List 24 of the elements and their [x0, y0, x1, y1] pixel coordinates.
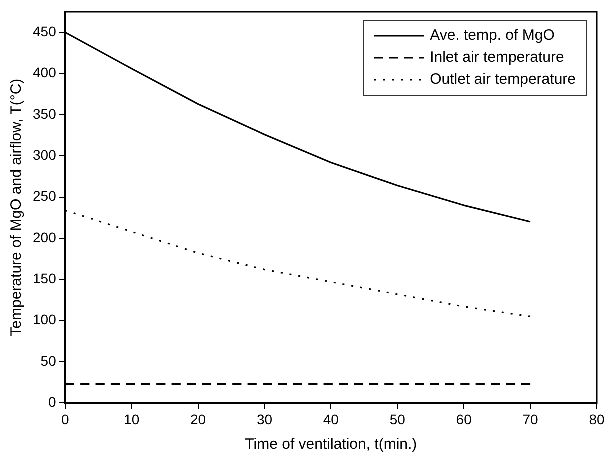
y-tick-label: 450 — [33, 23, 57, 40]
x-tick-label: 30 — [256, 411, 273, 428]
legend-label: Inlet air temperature — [430, 48, 564, 68]
x-tick-label: 60 — [456, 411, 472, 428]
y-tick-label: 100 — [33, 312, 57, 328]
legend-label: Outlet air temperature — [430, 70, 576, 90]
y-axis-title: Temperature of MgO and airflow, T(°C) — [8, 78, 26, 336]
y-tick-label: 50 — [40, 352, 57, 369]
x-tick-label: 0 — [61, 411, 70, 428]
x-tick-label: 70 — [522, 411, 539, 428]
x-tick-label: 80 — [589, 411, 605, 428]
x-tick-label: 40 — [323, 411, 340, 428]
x-axis-title: Time of ventilation, t(min.) — [245, 436, 418, 454]
x-tick-label: 20 — [190, 411, 206, 428]
y-tick-label: 0 — [48, 394, 57, 410]
legend-label: Ave. temp. of MgO — [430, 26, 555, 46]
y-tick-label: 400 — [33, 64, 57, 81]
y-tick-label: 300 — [33, 146, 57, 163]
x-tick-label: 10 — [124, 411, 140, 428]
y-tick-label: 200 — [33, 229, 57, 246]
y-tick-label: 350 — [33, 106, 57, 122]
y-tick-label: 250 — [33, 188, 57, 204]
y-tick-label: 150 — [33, 270, 57, 287]
x-tick-label: 50 — [390, 411, 406, 428]
